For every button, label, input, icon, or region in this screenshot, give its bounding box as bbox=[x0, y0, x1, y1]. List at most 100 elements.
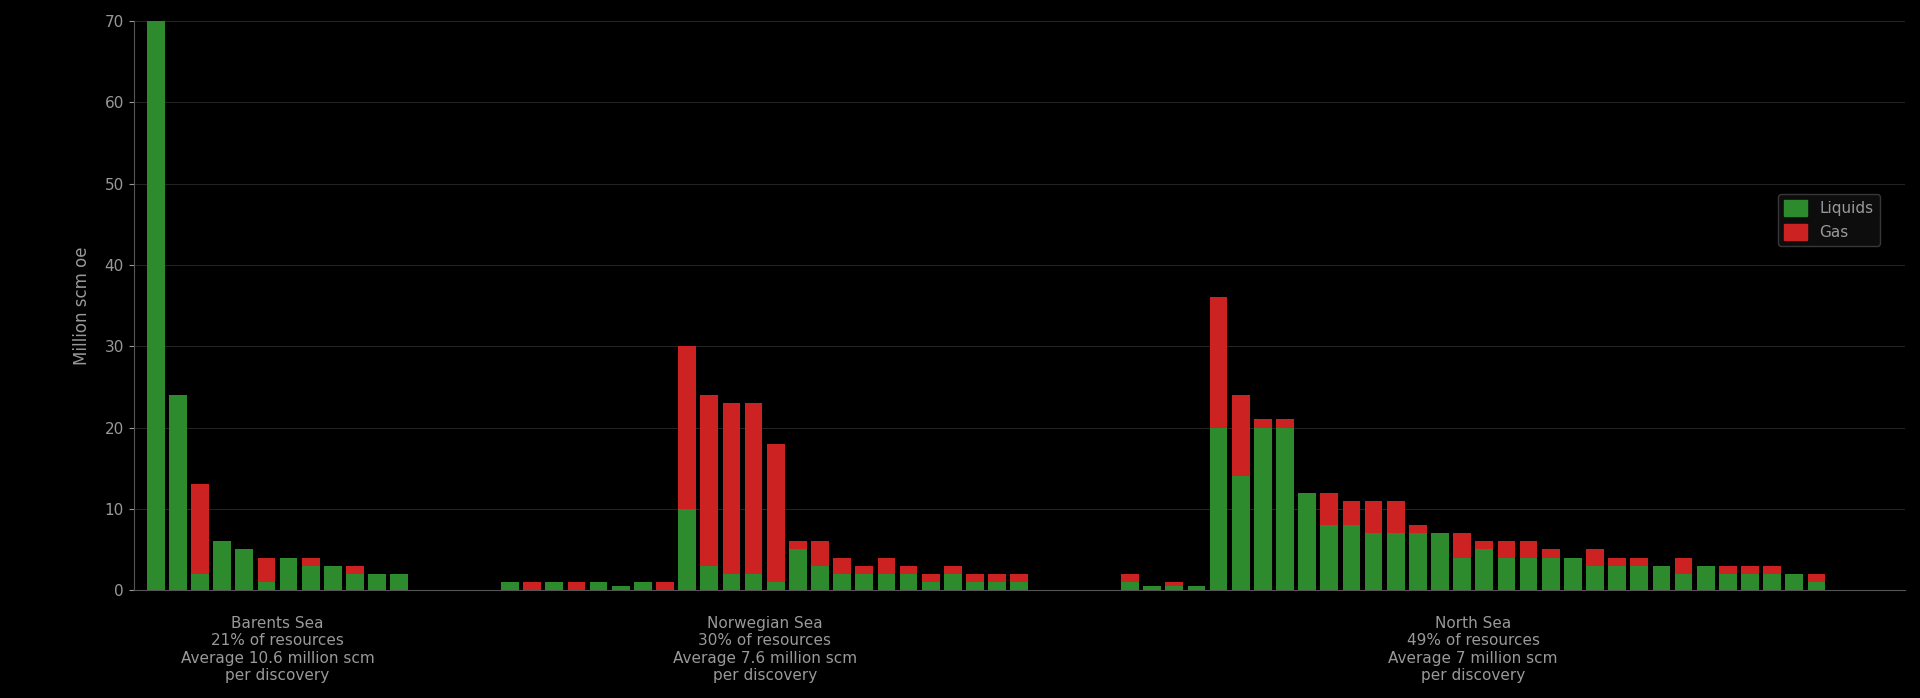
Bar bbox=[745, 403, 762, 574]
Bar bbox=[1010, 582, 1027, 590]
Bar bbox=[1609, 565, 1626, 590]
Bar bbox=[1741, 565, 1759, 574]
Bar bbox=[945, 565, 962, 574]
Bar bbox=[966, 574, 983, 582]
Bar bbox=[745, 574, 762, 590]
Bar bbox=[1277, 427, 1294, 590]
Bar bbox=[1807, 582, 1826, 590]
Bar bbox=[1453, 533, 1471, 558]
Bar bbox=[324, 565, 342, 590]
Bar bbox=[346, 574, 365, 590]
Bar bbox=[1498, 542, 1515, 558]
Bar bbox=[634, 582, 651, 590]
Bar bbox=[1521, 542, 1538, 558]
Bar bbox=[1586, 549, 1603, 565]
Bar bbox=[1342, 500, 1359, 525]
Bar bbox=[1386, 533, 1405, 590]
Bar bbox=[722, 403, 741, 574]
Bar bbox=[789, 542, 806, 549]
Bar bbox=[678, 509, 697, 590]
Bar bbox=[1321, 525, 1338, 590]
Bar bbox=[678, 346, 697, 509]
Bar bbox=[236, 549, 253, 590]
Bar bbox=[1165, 586, 1183, 590]
Bar bbox=[856, 565, 874, 574]
Bar bbox=[922, 574, 939, 582]
Bar bbox=[1409, 525, 1427, 533]
Bar bbox=[1653, 565, 1670, 590]
Bar bbox=[1342, 525, 1359, 590]
Bar bbox=[1630, 558, 1647, 565]
Bar bbox=[1233, 395, 1250, 476]
Bar bbox=[301, 558, 319, 565]
Bar bbox=[989, 582, 1006, 590]
Bar bbox=[810, 542, 829, 565]
Bar bbox=[1365, 500, 1382, 533]
Bar bbox=[810, 565, 829, 590]
Bar bbox=[169, 395, 186, 590]
Bar bbox=[192, 574, 209, 590]
Bar bbox=[1409, 533, 1427, 590]
Bar bbox=[1498, 558, 1515, 590]
Bar bbox=[568, 582, 586, 590]
Bar bbox=[701, 395, 718, 565]
Bar bbox=[1763, 565, 1782, 574]
Bar bbox=[833, 558, 851, 574]
Y-axis label: Million scm oe: Million scm oe bbox=[73, 246, 90, 365]
Bar bbox=[945, 574, 962, 590]
Bar bbox=[390, 574, 409, 590]
Legend: Liquids, Gas: Liquids, Gas bbox=[1778, 194, 1880, 246]
Bar bbox=[301, 565, 319, 590]
Bar bbox=[1188, 586, 1206, 590]
Bar bbox=[989, 574, 1006, 582]
Bar bbox=[1430, 533, 1450, 590]
Bar bbox=[701, 565, 718, 590]
Bar bbox=[1542, 558, 1559, 590]
Bar bbox=[1786, 574, 1803, 590]
Bar bbox=[146, 21, 165, 590]
Bar bbox=[1674, 574, 1692, 590]
Bar bbox=[1210, 297, 1227, 427]
Bar bbox=[1010, 574, 1027, 582]
Bar bbox=[1697, 565, 1715, 590]
Bar bbox=[1254, 427, 1271, 590]
Bar bbox=[612, 586, 630, 590]
Bar bbox=[501, 582, 518, 590]
Bar bbox=[1674, 558, 1692, 574]
Bar bbox=[1321, 493, 1338, 525]
Bar bbox=[1807, 574, 1826, 582]
Bar bbox=[856, 574, 874, 590]
Bar bbox=[766, 582, 785, 590]
Bar bbox=[1586, 565, 1603, 590]
Bar bbox=[1718, 565, 1738, 574]
Bar bbox=[1165, 582, 1183, 586]
Bar bbox=[1210, 427, 1227, 590]
Bar bbox=[346, 565, 365, 574]
Bar bbox=[1365, 533, 1382, 590]
Bar bbox=[1233, 476, 1250, 590]
Bar bbox=[1386, 500, 1405, 533]
Bar bbox=[1565, 558, 1582, 590]
Bar bbox=[545, 582, 563, 590]
Bar bbox=[789, 549, 806, 590]
Bar bbox=[877, 558, 895, 574]
Bar bbox=[1254, 419, 1271, 427]
Bar bbox=[1475, 542, 1494, 549]
Bar bbox=[922, 582, 939, 590]
Bar bbox=[1121, 574, 1139, 582]
Bar bbox=[657, 582, 674, 590]
Bar bbox=[1453, 558, 1471, 590]
Bar bbox=[966, 582, 983, 590]
Bar bbox=[213, 542, 230, 590]
Bar bbox=[1298, 493, 1315, 590]
Bar bbox=[1542, 549, 1559, 558]
Bar bbox=[192, 484, 209, 574]
Bar bbox=[524, 582, 541, 590]
Bar bbox=[369, 574, 386, 590]
Bar bbox=[1475, 549, 1494, 590]
Bar bbox=[280, 558, 298, 590]
Bar bbox=[900, 574, 918, 590]
Bar bbox=[1763, 574, 1782, 590]
Bar bbox=[589, 582, 607, 590]
Bar bbox=[1277, 419, 1294, 427]
